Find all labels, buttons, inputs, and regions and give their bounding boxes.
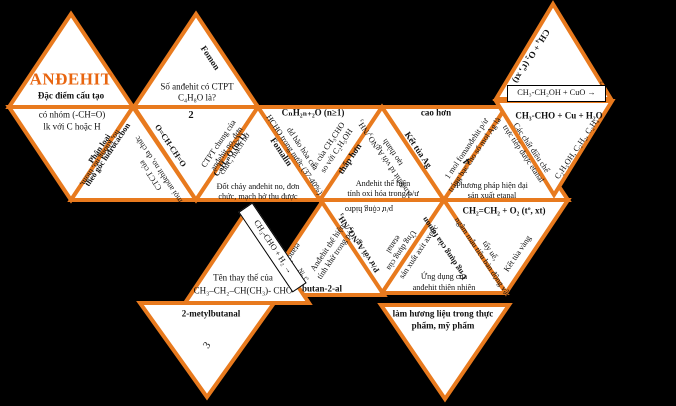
a-co-nhom-line1: có nhóm (-CH=O): [38, 109, 106, 120]
a-co-nhom-line2: lk với C hoặc H: [43, 121, 101, 132]
q-ung-dung-thien-nhien-line1: Ứng dụng của: [420, 271, 468, 281]
a-huong-lieu-line1: làm hương liệu trong thực: [392, 308, 494, 319]
q-so-andehit-line1: Số anđehit có CTPT: [160, 81, 234, 92]
q-dac-diem-cau-tao: Đặc điểm cấu tạo: [37, 90, 105, 101]
triangle-huong-lieu: [377, 303, 513, 403]
q-ung-dung-thien-nhien-line2: anđehit thiên nhiên: [412, 282, 476, 292]
q-ten-thay-the-line2: CH₃–CH₂–CH(CH₃)- CHO: [193, 285, 293, 296]
triangle-ch2ch2-o2: [440, 198, 572, 297]
a-ch3cho-cu-h2o: CH₃-CHO + Cu + H₂O: [515, 110, 603, 121]
q-phuong-phap-line1: Phương pháp hiện đại: [456, 180, 528, 190]
q-so-andehit-line2: C₄H₈O là?: [177, 92, 217, 103]
q-dot-chay-line1: Đốt cháy anđehit no, đơn: [216, 181, 300, 191]
q-tinh-oxi-hoa-line1: Anđehit thể hiện: [355, 178, 411, 188]
q-ten-thay-the-line1: Tên thay thế của: [213, 272, 273, 283]
a-ch2ch2-o2: CH₂=CH₂ + O₂ (tº, xt): [462, 205, 546, 216]
puzzle-title: ANĐEHIT: [29, 69, 113, 89]
a-so-andehit-2: 2: [188, 109, 194, 121]
a-huong-lieu-line2: phẩm, mỹ phẩm: [411, 320, 475, 331]
reaction-box-etanol-cuo: CH₃-CH₂OH + CuO → tº: [507, 80, 606, 102]
a-2-metylbutanal: 2-metylbutanal: [181, 308, 241, 319]
label-butan-2-al: butan-2-al: [301, 283, 343, 294]
reaction-box-etanol-cuo-text: CH₃-CH₂OH + CuO →: [517, 88, 596, 98]
a-pu-cong-hidro: p/ư cộng hiđro: [344, 205, 394, 215]
q-tinh-oxi-hoa-line2: tính oxi hóa trong p/ư: [347, 188, 419, 198]
triangle-2metylbutanal: [136, 301, 278, 401]
q-dot-chay-line2: chức, mạch hở thu được: [218, 191, 298, 201]
reaction-box-etanol-cuo-cond: tº: [600, 80, 604, 87]
label-cao-hon: cao hơn: [420, 107, 452, 118]
label-cnh2n2o: CₙH₂ₙ₊₂O (n≥1): [281, 107, 345, 118]
q-phuong-phap-line2: sản xuất etanal: [467, 190, 517, 200]
